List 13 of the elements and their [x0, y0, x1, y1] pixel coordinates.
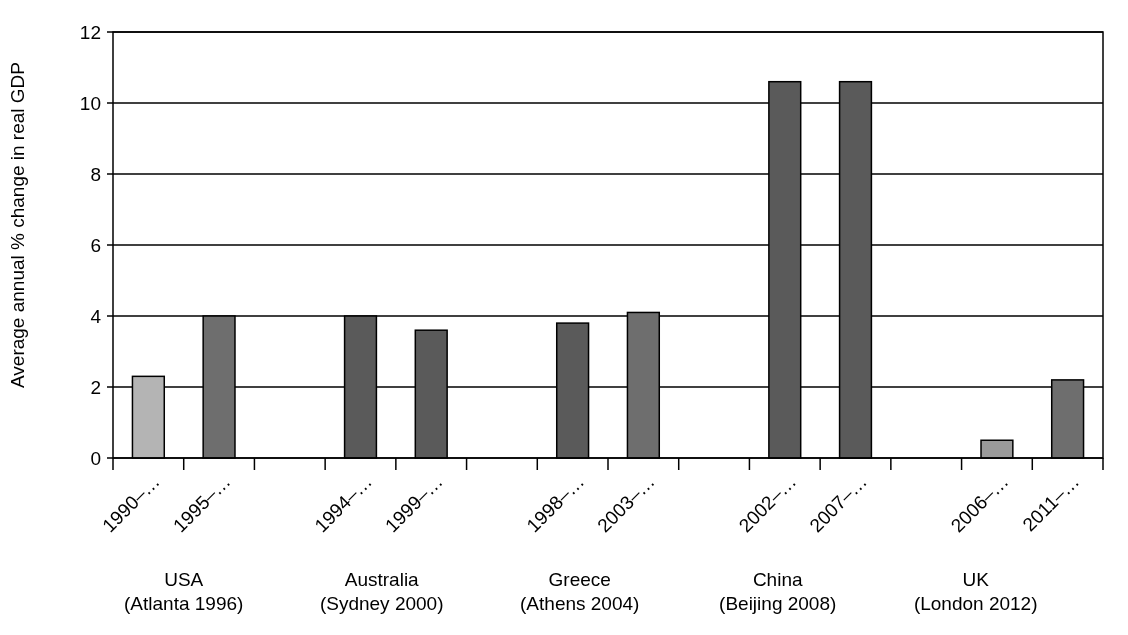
y-tick-label: 6 — [90, 234, 101, 256]
text: UK (London 2012) — [913, 569, 1038, 614]
text: China (Beijing 2008) — [719, 569, 837, 614]
y-tick-label: 4 — [90, 305, 102, 327]
text: Greece (Athens 2004) — [520, 569, 640, 614]
y-tick-label: 8 — [90, 163, 101, 185]
y-tick-label: 0 — [90, 447, 101, 469]
y-axis-title: Average annual % change in real GDP — [7, 61, 28, 389]
y-tick-label: 12 — [79, 21, 101, 43]
text: USA (Atlanta 1996) — [124, 569, 244, 614]
text: Australia (Sydney 2000) — [319, 569, 444, 614]
y-tick-label: 10 — [79, 92, 101, 114]
y-tick-label: 2 — [90, 376, 101, 398]
